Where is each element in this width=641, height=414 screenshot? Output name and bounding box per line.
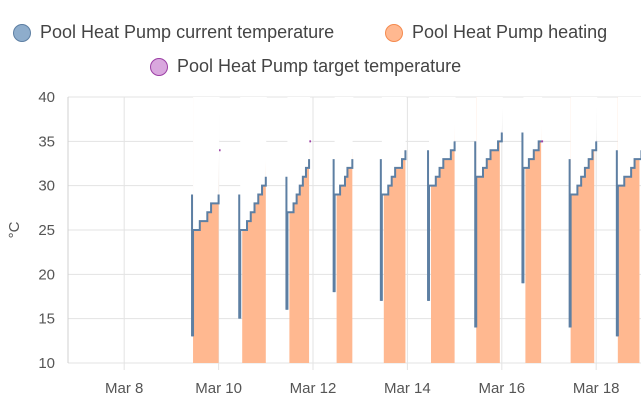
heating-mask [193, 97, 220, 230]
legend-item-current-temperature[interactable]: Pool Heat Pump current temperature [13, 22, 334, 43]
heating-mask [287, 97, 311, 213]
current-temperature-line [522, 140, 542, 284]
current-temperature-line [380, 150, 407, 301]
y-axis-label: °C [6, 221, 23, 238]
x-tick-label: Mar 8 [105, 380, 143, 397]
grid-lines [67, 96, 641, 370]
heating-mask [240, 97, 267, 230]
heating-mask [570, 97, 598, 195]
heating-mask [429, 97, 456, 186]
current-temperature-line [475, 132, 503, 328]
x-tick-label: Mar 16 [478, 380, 525, 397]
y-tick-label: 35 [38, 133, 55, 150]
legend-item-heating[interactable]: Pool Heat Pump heating [385, 22, 607, 43]
y-tick-label: 20 [38, 266, 55, 283]
current-temperature-line [569, 141, 598, 328]
current-temperature-line [333, 159, 354, 293]
heating-mask [334, 97, 354, 195]
x-tick-label: Mar 14 [384, 380, 431, 397]
heating-mask [617, 97, 641, 186]
heating-mask [476, 97, 503, 177]
axes: 10 15 20 25 30 35 40 Mar 8 Mar 10 Mar 12 Mar 14 Mar… [38, 89, 619, 397]
legend-item-target-temperature[interactable]: Pool Heat Pump target temperature [150, 56, 461, 77]
current-temperature-line [428, 141, 456, 301]
current-temperature-series [191, 97, 641, 337]
current-temperature-line [239, 176, 267, 319]
legend-swatch-target-temperature [150, 57, 168, 76]
y-tick-label: 25 [38, 222, 55, 239]
legend-label-target-temperature: Pool Heat Pump target temperature [177, 56, 462, 76]
current-temperature-line [286, 159, 311, 310]
legend-swatch-current-temperature [13, 23, 31, 42]
current-temperature-line [616, 150, 641, 337]
current-temperature-line [192, 194, 220, 337]
legend-label-current-temperature: Pool Heat Pump current temperature [40, 22, 335, 42]
x-tick-label: Mar 18 [573, 380, 620, 397]
heating-mask [381, 97, 407, 195]
y-tick-label: 10 [38, 355, 55, 372]
x-tick-label: Mar 10 [195, 380, 242, 397]
y-tick-label: 30 [38, 178, 55, 195]
x-tick-label: Mar 12 [290, 380, 337, 397]
legend-label-heating: Pool Heat Pump heating [412, 22, 608, 42]
chart-legend: Pool Heat Pump current temperature Pool … [0, 0, 641, 80]
y-tick-label: 15 [38, 311, 55, 328]
legend-swatch-heating [385, 23, 403, 42]
y-tick-label: 40 [38, 89, 55, 106]
